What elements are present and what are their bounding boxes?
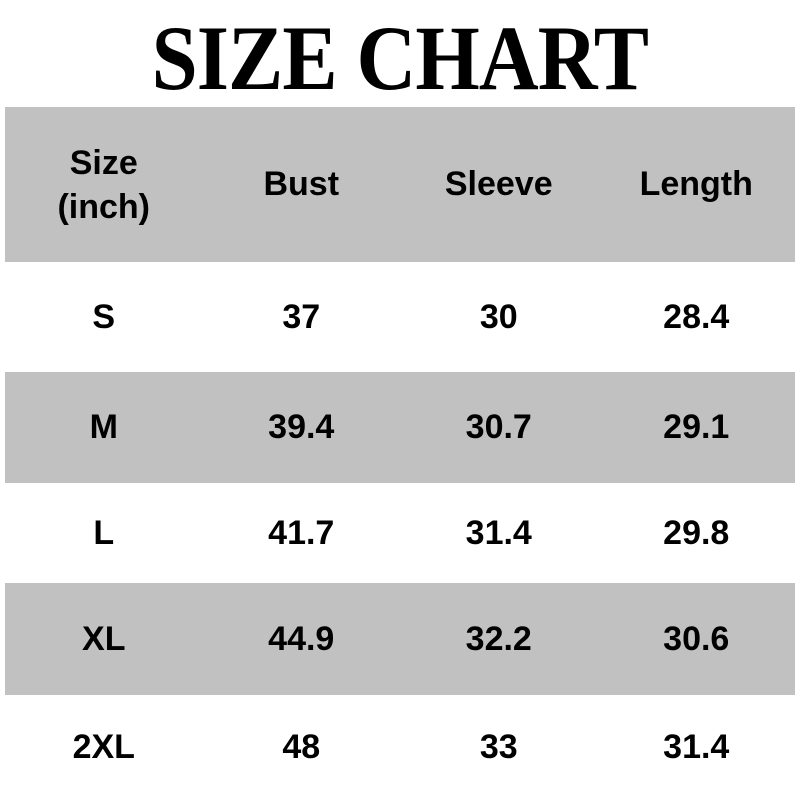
- sleeve-value: 33: [479, 728, 518, 766]
- sleeve-value: 30.7: [465, 408, 532, 446]
- size-value: M: [89, 408, 118, 446]
- column-header-sleeve: Sleeve: [444, 165, 553, 203]
- size-value: L: [93, 513, 115, 552]
- title-bar: SIZE CHART: [0, 0, 800, 107]
- length-value: 31.4: [663, 728, 730, 766]
- table-row-m: M 39.4 30.7 29.1: [5, 372, 795, 483]
- table-row-s: S 37 30 28.4: [5, 262, 795, 372]
- length-value: 29.8: [663, 513, 730, 552]
- bust-value: 39.4: [268, 408, 335, 446]
- sleeve-value: 31.4: [465, 513, 532, 552]
- size-table: Size (inch) Bust Sleeve Length S 37 30 2…: [0, 107, 800, 800]
- column-header-size-line2: (inch): [57, 187, 151, 226]
- size-value: XL: [82, 619, 126, 658]
- bust-value: 44.9: [268, 619, 335, 658]
- table-row-2xl: 2XL 48 33 31.4: [5, 695, 795, 800]
- sleeve-value: 32.2: [465, 619, 532, 658]
- bust-value: 37: [282, 297, 321, 336]
- sleeve-value: 30: [479, 297, 518, 336]
- size-value: S: [92, 297, 116, 336]
- table-row-l: L 41.7 31.4 29.8: [5, 483, 795, 583]
- bust-value: 48: [282, 728, 321, 766]
- length-value: 28.4: [663, 297, 730, 336]
- column-header-bust: Bust: [263, 165, 340, 203]
- page-title: SIZE CHART: [151, 6, 649, 109]
- bust-value: 41.7: [268, 513, 335, 552]
- size-value: 2XL: [72, 728, 135, 766]
- table-row-xl: XL 44.9 32.2 30.6: [5, 583, 795, 695]
- length-value: 30.6: [663, 619, 730, 658]
- column-header-size-line1: Size: [69, 143, 138, 182]
- table-header-row: Size (inch) Bust Sleeve Length: [5, 107, 795, 262]
- length-value: 29.1: [663, 408, 730, 446]
- column-header-size: Size (inch): [5, 107, 203, 262]
- column-header-length: Length: [639, 165, 753, 203]
